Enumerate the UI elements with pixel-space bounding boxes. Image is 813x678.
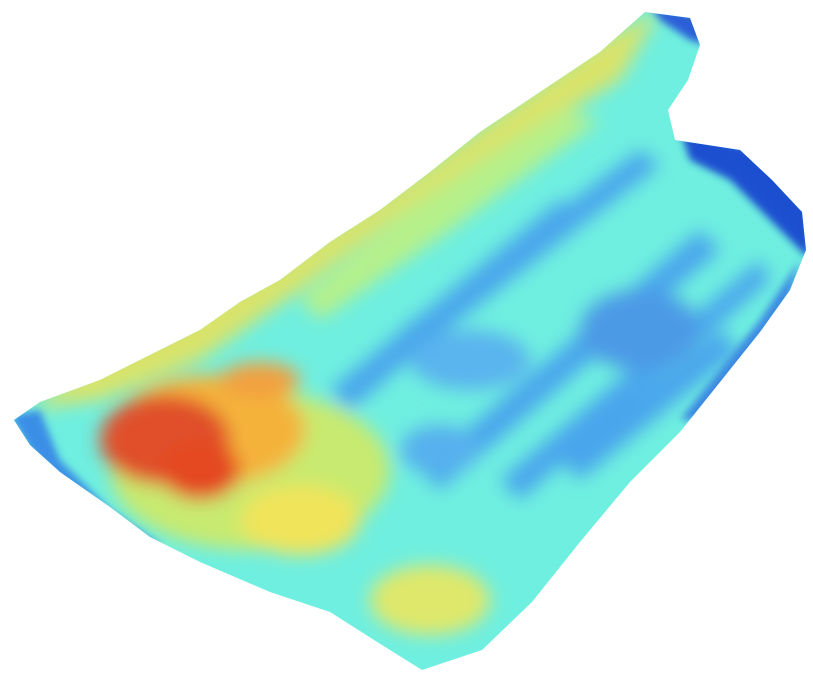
page: (() => { const data = JSON.parse(documen…	[0, 0, 813, 678]
field-heatmap	[0, 0, 813, 678]
field	[0, 0, 813, 678]
